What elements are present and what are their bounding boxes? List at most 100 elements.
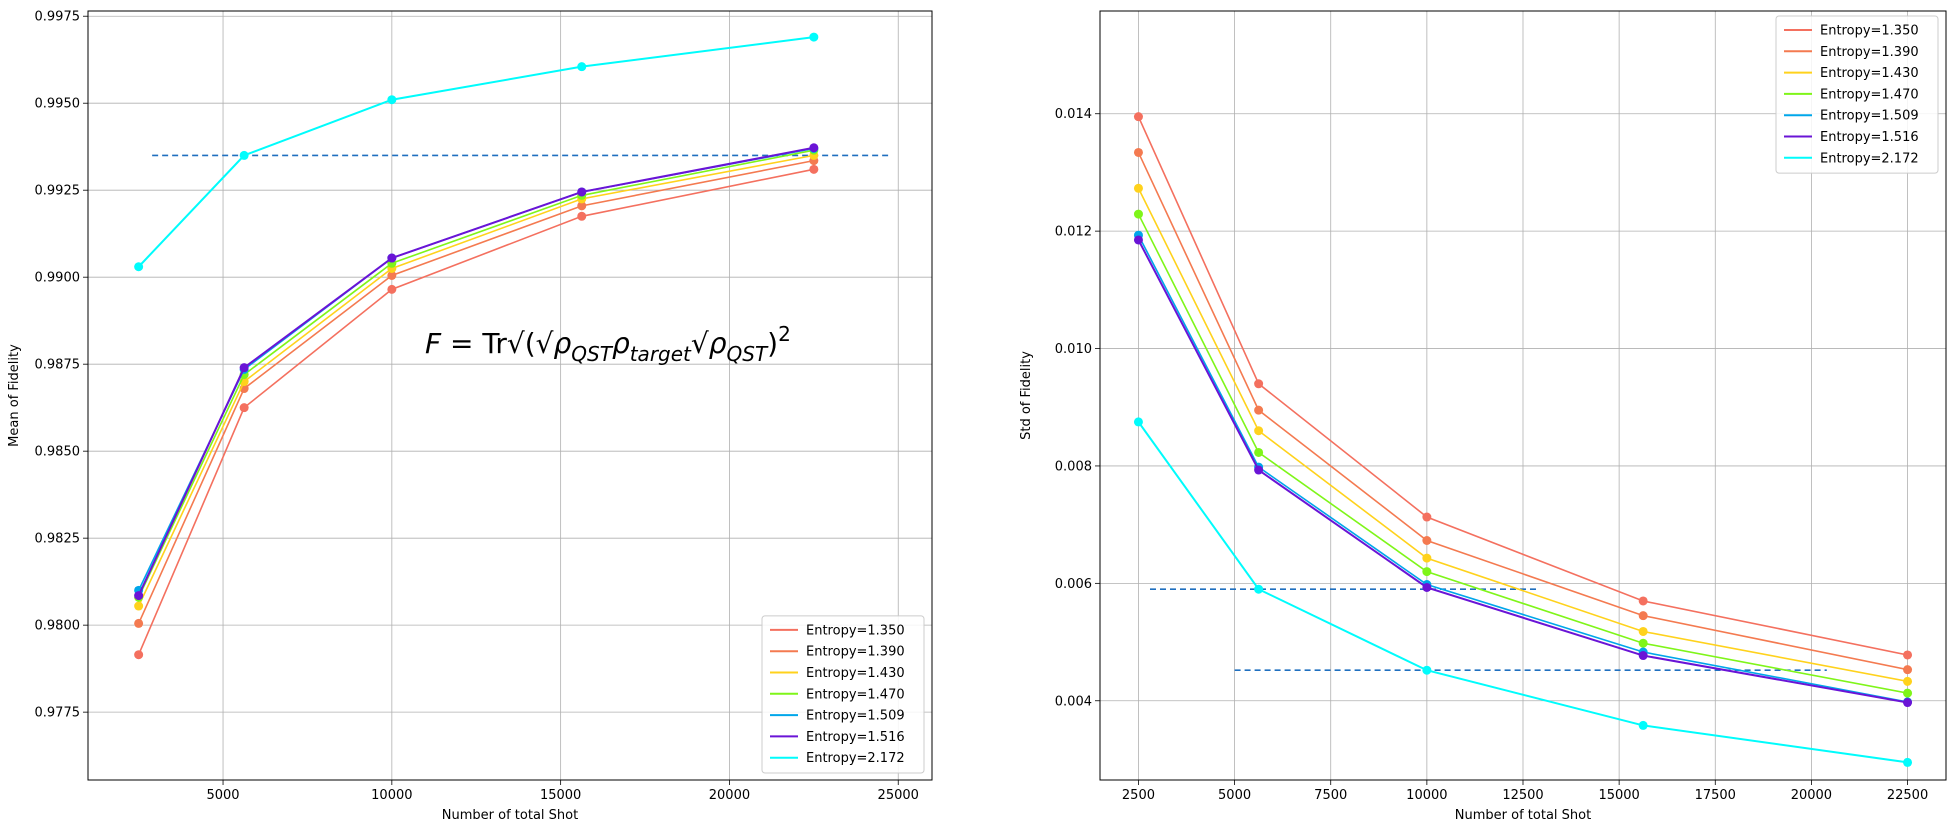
data-point [1422,512,1432,522]
data-point [1638,638,1648,648]
data-point [1254,405,1264,415]
data-point [1133,112,1143,122]
x-tick-label: 10000 [1406,788,1447,803]
legend-box [1775,15,1939,174]
legend-label: Entropy=2.172 [806,751,905,766]
data-point [239,403,249,413]
legend-label: Entropy=1.516 [806,730,905,745]
data-point [1638,611,1648,621]
data-point [1638,596,1648,606]
legend-label: Entropy=1.516 [1820,130,1919,145]
mean-fidelity-chart: 5000 10000 15000 20000 25000 0.9775 0.9800 0.98… [7,10,933,823]
data-point [134,618,144,628]
legend-label: Entropy=1.390 [1820,45,1919,60]
data-point [1638,720,1648,730]
legend-label: Entropy=2.172 [1820,151,1919,166]
y-tick-label: 0.9975 [35,10,81,25]
data-point [387,95,397,105]
legend-label: Entropy=1.430 [806,666,905,681]
data-point [1133,183,1143,193]
data-point [239,363,249,373]
y-tick-label: 0.9850 [35,445,81,460]
y-tick-label: 0.9825 [35,532,81,547]
data-point [577,62,587,72]
legend-label: Entropy=1.390 [806,645,905,660]
data-point [134,601,144,611]
series-line [137,146,815,597]
x-tick-label: 15000 [540,788,581,803]
y-tick-label: 0.004 [1055,694,1092,709]
data-point [1903,676,1913,686]
x-tick-label: 20000 [1791,788,1832,803]
data-point [134,650,144,660]
data-point [1422,665,1432,675]
data-point [134,591,144,601]
x-tick-label: 5000 [1218,788,1251,803]
data-point [387,253,397,263]
series-line [137,168,814,656]
fidelity-formula-annotation: F = Tr√(√ρQSTρtarget√ρQST)2 [425,322,791,366]
data-point [1903,688,1913,698]
data-point [1638,626,1648,636]
data-point [134,262,144,272]
data-point [1422,582,1432,592]
data-point [1133,147,1143,157]
data-point [1133,417,1143,427]
data-point [1133,235,1143,245]
data-point [1638,651,1648,661]
y-tick-label: 0.9800 [35,619,81,634]
y-tick-label: 0.9775 [35,706,81,721]
data-point [1422,535,1432,545]
data-point [577,187,587,197]
data-point [1422,553,1432,563]
y-axis-label: Std of Fidelity [1019,351,1034,440]
data-point [809,143,819,153]
legend-label: Entropy=1.350 [806,623,905,638]
y-tick-label: 0.012 [1055,225,1092,240]
data-point [1254,426,1264,436]
x-tick-label: 5000 [206,788,239,803]
legend-label: Entropy=1.509 [1820,109,1919,124]
data-point [1903,650,1913,660]
data-point [1254,379,1264,389]
data-point [809,32,819,42]
x-axis-label: Number of total Shot [1455,808,1591,823]
y-tick-label: 0.9900 [35,271,81,286]
x-tick-label: 25000 [878,788,919,803]
legend-label: Entropy=1.470 [1820,87,1919,102]
data-point [1133,209,1143,219]
data-point [1903,698,1913,708]
data-point [1422,567,1432,577]
plot-frame [87,10,933,781]
x-tick-label: 20000 [709,788,750,803]
y-tick-label: 0.010 [1055,342,1092,357]
x-axis-label: Number of total Shot [442,808,578,823]
x-tick-label: 2500 [1122,788,1155,803]
legend-label: Entropy=1.430 [1820,66,1919,81]
x-tick-label: 15000 [1598,788,1639,803]
y-tick-label: 0.008 [1055,459,1092,474]
x-tick-label: 10000 [371,788,412,803]
x-tick-label: 7500 [1314,788,1347,803]
x-tick-label: 22500 [1887,788,1928,803]
data-point [577,211,587,221]
data-point [239,150,249,160]
legend-label: Entropy=1.470 [806,687,905,702]
plot-frame [1099,10,1947,781]
data-point [1254,465,1264,475]
legend-label: Entropy=1.509 [806,709,905,724]
y-tick-label: 0.9950 [35,97,81,112]
y-tick-label: 0.006 [1055,577,1092,592]
y-tick-label: 0.014 [1055,107,1092,122]
data-point [577,201,587,211]
std-fidelity-chart: 2500 5000 7500 10000 12500 15000 17500 20000 225… [1019,10,1947,823]
data-point [809,164,819,174]
data-point [1254,447,1264,457]
data-point [1254,584,1264,594]
y-tick-label: 0.9875 [35,358,81,373]
legend-label: Entropy=1.350 [1820,24,1919,39]
y-axis-label: Mean of Fidelity [7,344,22,447]
x-tick-label: 12500 [1502,788,1543,803]
legend-box [761,615,925,774]
